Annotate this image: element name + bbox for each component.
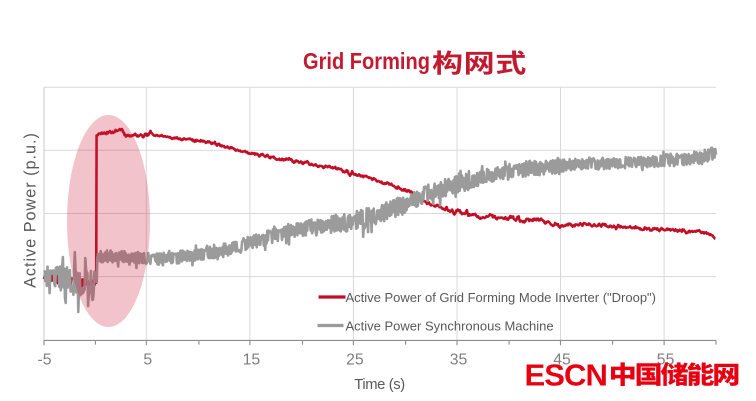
svg-text:Active Power Synchronous Machi: Active Power Synchronous Machine — [346, 319, 554, 334]
svg-text:5: 5 — [143, 352, 152, 369]
svg-text:Time (s): Time (s) — [354, 377, 405, 393]
svg-text:Active Power (p.u.): Active Power (p.u.) — [22, 132, 40, 288]
svg-text:Grid Forming: Grid Forming — [303, 48, 430, 74]
svg-text:25: 25 — [346, 352, 364, 369]
svg-text:ESCN: ESCN — [525, 358, 608, 393]
svg-text:15: 15 — [243, 352, 261, 369]
svg-text:Active Power of Grid Forming M: Active Power of Grid Forming Mode Invert… — [346, 290, 657, 305]
svg-text:-5: -5 — [37, 352, 51, 369]
svg-text:45: 45 — [553, 352, 571, 369]
svg-text:35: 35 — [450, 352, 468, 369]
